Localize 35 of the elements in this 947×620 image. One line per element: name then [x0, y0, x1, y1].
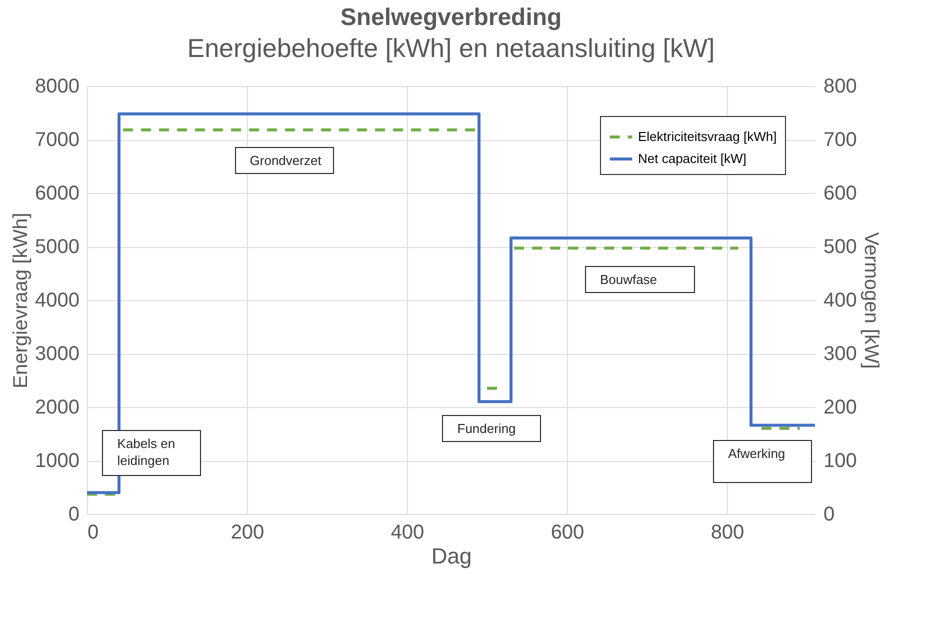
legend-label: Net capaciteit [kW]	[638, 151, 746, 166]
y2-tick-label: 700	[824, 129, 857, 151]
y-tick-label: 6000	[35, 182, 80, 204]
x-tick-label: 600	[550, 522, 584, 544]
legend-label: Elektriciteitsvraag [kWh]	[638, 129, 777, 144]
x-tick-label: 0	[88, 522, 99, 544]
y2-tick-label: 0	[824, 504, 835, 526]
y-tick-label: 5000	[35, 236, 80, 258]
y2-axis-title: Vermogen [kW]	[860, 232, 882, 369]
y2-tick-label: 400	[824, 290, 857, 312]
text-box: Kabels en leidingen	[102, 430, 202, 476]
y-tick-label: 3000	[35, 343, 80, 365]
x-axis-title: Dag	[431, 544, 472, 568]
y2-tick-label: 100	[824, 450, 857, 472]
y-tick-label: 7000	[35, 129, 80, 151]
y-tick-label: 8000	[35, 76, 80, 98]
y-tick-label: 4000	[35, 290, 80, 312]
y-tick-label: 0	[68, 504, 80, 526]
text-box: Fundering	[442, 414, 542, 442]
y2-tick-label: 600	[824, 182, 857, 204]
y2-tick-label: 200	[824, 396, 857, 418]
x-tick-label: 800	[710, 522, 744, 544]
text-box: Afwerking	[713, 440, 812, 483]
x-tick-label: 400	[390, 522, 424, 544]
chart-title: Snelwegverbreding	[340, 4, 562, 31]
y2-tick-label: 300	[824, 343, 857, 365]
text-box: Bouwfase	[584, 266, 695, 294]
y2-tick-label: 800	[824, 76, 857, 98]
x-tick-label: 200	[230, 522, 264, 544]
y2-tick-label: 500	[824, 236, 857, 258]
chart-subtitle: Energiebehoefte [kWh] en netaansluiting [kW]	[187, 33, 715, 63]
y-axis-title: Energievraag [kWh]	[10, 212, 32, 388]
y-tick-label: 2000	[35, 396, 80, 418]
y-tick-label: 1000	[35, 450, 80, 472]
text-box: Grondverzet	[234, 147, 334, 174]
